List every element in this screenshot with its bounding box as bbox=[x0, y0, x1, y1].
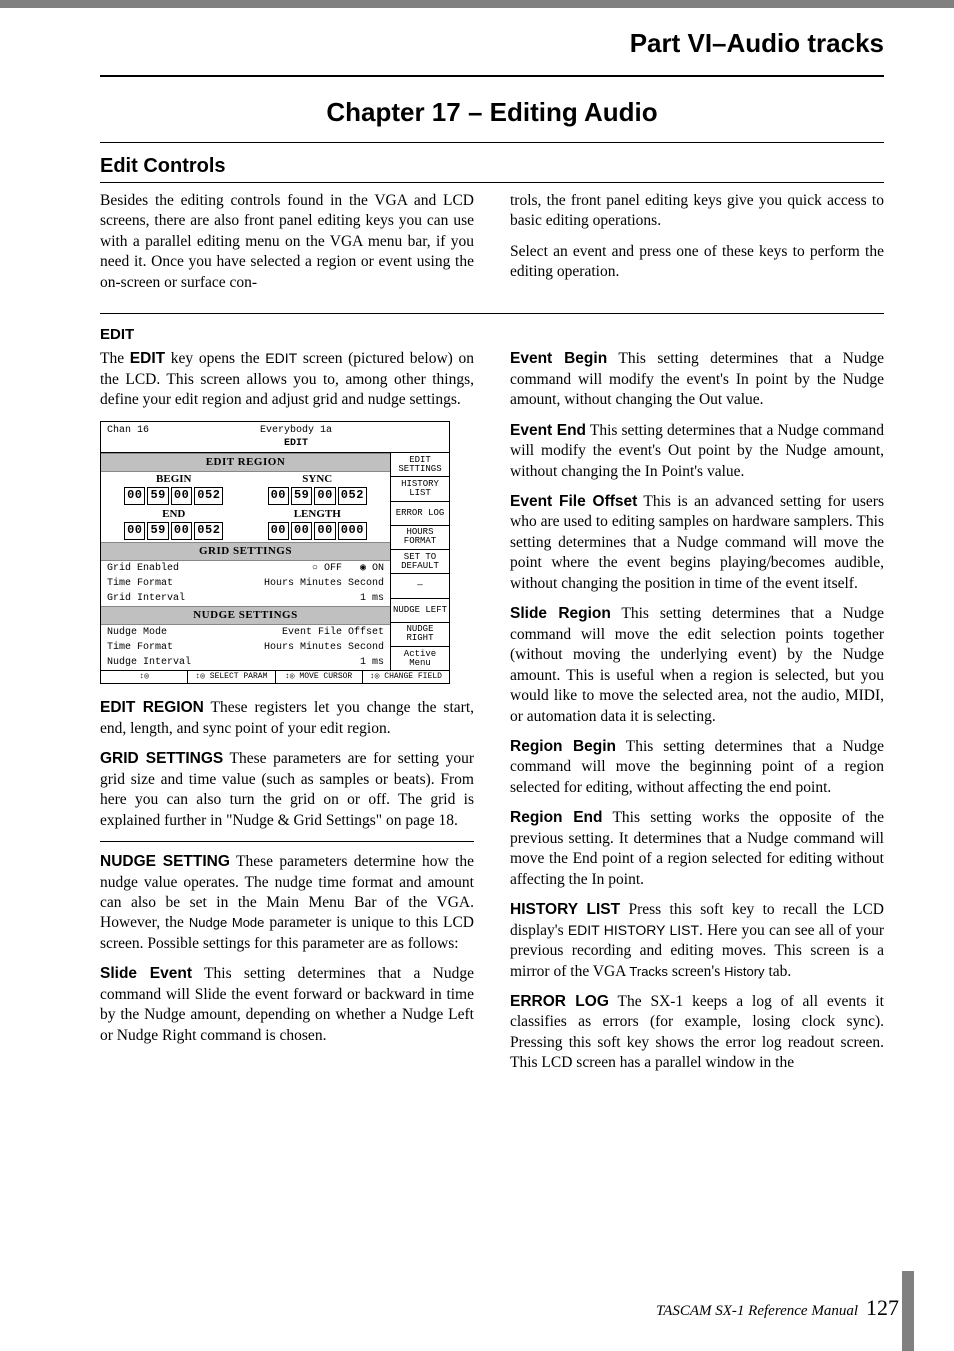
event-end-head: Event End bbox=[510, 422, 586, 439]
lcd-side-0: EDIT SETTINGS bbox=[391, 453, 449, 477]
lcd-grid-title: GRID SETTINGS bbox=[101, 542, 390, 561]
lcd-end-digits: 005900052 bbox=[105, 522, 243, 540]
slide-region-para: Slide Region This setting determines tha… bbox=[510, 604, 884, 727]
lcd-sync-digits: 005900052 bbox=[249, 487, 387, 505]
history-list-body-d: tab. bbox=[765, 963, 792, 980]
region-end-head: Region End bbox=[510, 809, 602, 826]
part-title: Part VI–Audio tracks bbox=[100, 28, 884, 59]
rule-top bbox=[100, 75, 884, 77]
edit-controls-col-right: trols, the front panel editing keys give… bbox=[510, 191, 884, 303]
section-edit-controls-title: Edit Controls bbox=[100, 155, 884, 178]
lcd-nudge-title: NUDGE SETTINGS bbox=[101, 606, 390, 625]
footer: TASCAM SX-1 Reference Manual 127 bbox=[656, 1295, 899, 1321]
lcd-end-label: END bbox=[105, 507, 243, 522]
tracks-label: Tracks bbox=[629, 964, 668, 979]
lcd-side-2: ERROR LOG bbox=[391, 502, 449, 526]
footer-tab bbox=[902, 1271, 914, 1351]
page: Part VI–Audio tracks Chapter 17 – Editin… bbox=[0, 0, 954, 1351]
grid-para: GRID SETTINGS These parameters are for s… bbox=[100, 749, 474, 831]
edit-controls-columns: Besides the editing controls found in th… bbox=[100, 191, 884, 303]
chapter-title: Chapter 17 – Editing Audio bbox=[100, 97, 884, 128]
footer-text: TASCAM SX-1 Reference Manual bbox=[656, 1303, 858, 1320]
event-end-para: Event End This setting determines that a… bbox=[510, 421, 884, 482]
edit-key-label: EDIT bbox=[130, 350, 165, 367]
edit-columns: The EDIT key opens the EDIT screen (pict… bbox=[100, 349, 884, 1084]
rule-mid bbox=[100, 313, 884, 314]
region-begin-para: Region Begin This setting determines tha… bbox=[510, 737, 884, 798]
lcd-begin-label: BEGIN bbox=[105, 472, 243, 487]
lcd-side-3: HOURS FORMAT bbox=[391, 526, 449, 550]
header-area: Part VI–Audio tracks bbox=[0, 8, 954, 69]
event-begin-para: Event Begin This setting determines that… bbox=[510, 349, 884, 410]
lcd-side-4: SET TO DEFAULT bbox=[391, 550, 449, 574]
lcd-main: EDIT REGION BEGIN 005900052 SYNC bbox=[101, 453, 391, 670]
history-list-head: HISTORY LIST bbox=[510, 901, 620, 918]
event-file-offset-head: Event File Offset bbox=[510, 493, 637, 510]
slide-event-head: Slide Event bbox=[100, 965, 192, 982]
lcd-edit-region-title: EDIT REGION bbox=[101, 453, 390, 472]
edit-intro: The EDIT key opens the EDIT screen (pict… bbox=[100, 349, 474, 410]
history-list-label: EDIT HISTORY LIST bbox=[568, 922, 699, 938]
nudge-para: NUDGE SETTING These parameters determine… bbox=[100, 852, 474, 954]
region-end-para: Region End This setting works the opposi… bbox=[510, 808, 884, 890]
error-log-para: ERROR LOG The SX-1 keeps a log of all ev… bbox=[510, 992, 884, 1074]
history-list-para: HISTORY LIST Press this soft key to reca… bbox=[510, 900, 884, 982]
edit-region-head: EDIT REGION bbox=[100, 699, 204, 716]
subsection-edit-title: EDIT bbox=[100, 326, 884, 343]
lcd-side-6: NUDGE LEFT bbox=[391, 599, 449, 623]
lcd-top: Chan 16 Everybody 1a EDIT bbox=[101, 422, 449, 453]
edit-controls-p1: Besides the editing controls found in th… bbox=[100, 191, 474, 293]
slide-event-para: Slide Event This setting determines that… bbox=[100, 964, 474, 1046]
lcd-inner: EDIT REGION BEGIN 005900052 SYNC bbox=[101, 453, 449, 670]
lcd-title: Everybody 1a bbox=[260, 425, 332, 436]
edit-region-para: EDIT REGION These registers let you chan… bbox=[100, 698, 474, 739]
error-log-head: ERROR LOG bbox=[510, 993, 609, 1010]
edit-controls-col-left: Besides the editing controls found in th… bbox=[100, 191, 474, 303]
lcd-mode: EDIT bbox=[284, 438, 308, 449]
lcd-begin-digits: 005900052 bbox=[105, 487, 243, 505]
edit-screen-label: EDIT bbox=[265, 350, 297, 366]
lcd-sync-label: SYNC bbox=[249, 472, 387, 487]
event-begin-head: Event Begin bbox=[510, 350, 607, 367]
edit-controls-p2b: Select an event and press one of these k… bbox=[510, 242, 884, 283]
history-tab-label: History bbox=[724, 964, 764, 979]
lcd-footer: ↕◎ ↕◎ SELECT PARAM ↕◎ MOVE CURSOR ↕◎ CHA… bbox=[101, 670, 449, 683]
slide-region-body: This setting determines that a Nudge com… bbox=[510, 605, 884, 724]
grid-head: GRID SETTINGS bbox=[100, 750, 223, 767]
lcd-screenshot: Chan 16 Everybody 1a EDIT EDIT REGION bbox=[100, 421, 450, 685]
edit-col-left: The EDIT key opens the EDIT screen (pict… bbox=[100, 349, 474, 1084]
event-file-offset-para: Event File Offset This is an advanced se… bbox=[510, 492, 884, 594]
lcd-chan: Chan 16 bbox=[107, 424, 149, 450]
edit-col-right: Event Begin This setting determines that… bbox=[510, 349, 884, 1084]
lcd-side-8: Active Menu bbox=[391, 647, 449, 670]
header-band bbox=[0, 0, 954, 8]
footer-page: 127 bbox=[866, 1295, 899, 1321]
lcd-side-5: — bbox=[391, 574, 449, 598]
rule-under-chapter bbox=[100, 142, 884, 143]
history-list-body-c: screen's bbox=[668, 963, 724, 980]
lcd-length-digits: 000000000 bbox=[249, 522, 387, 540]
rule-in-col bbox=[100, 841, 474, 842]
content: Chapter 17 – Editing Audio Edit Controls… bbox=[0, 75, 954, 1084]
lcd-side: EDIT SETTINGS HISTORY LIST ERROR LOG HOU… bbox=[391, 453, 449, 670]
nudge-mode-label: Nudge Mode bbox=[189, 915, 265, 930]
lcd-side-1: HISTORY LIST bbox=[391, 477, 449, 501]
region-begin-head: Region Begin bbox=[510, 738, 616, 755]
edit-intro-a: The bbox=[100, 350, 130, 367]
edit-controls-p2a: trols, the front panel editing keys give… bbox=[510, 191, 884, 232]
nudge-head: NUDGE SETTING bbox=[100, 853, 230, 870]
lcd-length-label: LENGTH bbox=[249, 507, 387, 522]
slide-region-head: Slide Region bbox=[510, 605, 611, 622]
lcd-side-7: NUDGE RIGHT bbox=[391, 623, 449, 647]
edit-intro-b: key opens the bbox=[165, 350, 265, 367]
